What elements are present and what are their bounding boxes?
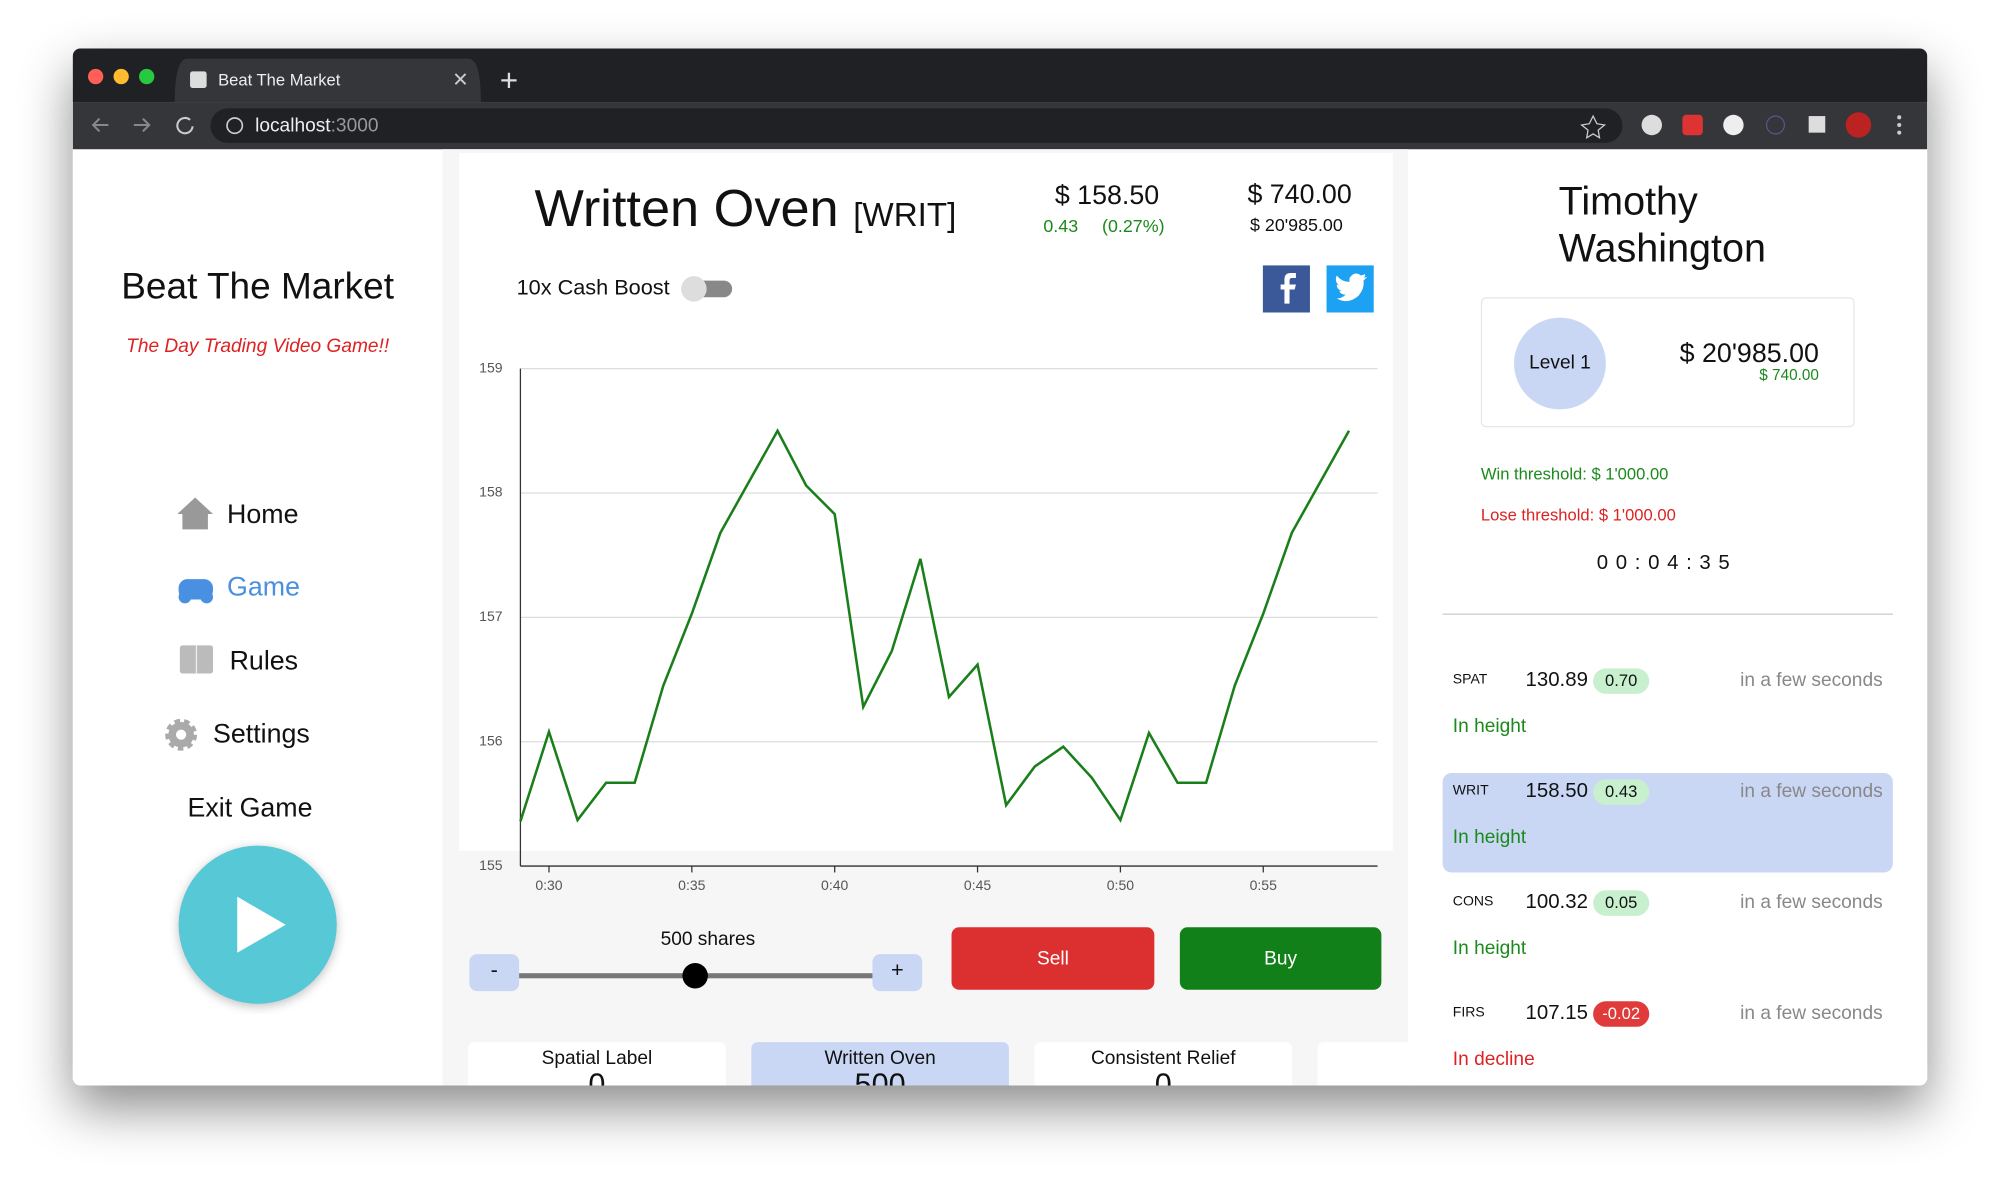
stock-name: Written Oven [WRIT] <box>534 177 956 240</box>
stock-price: $ 158.50 <box>1054 181 1160 211</box>
holding-card[interactable]: Written Oven 500 <box>751 1042 1009 1086</box>
level-badge: Level 1 <box>1514 317 1606 410</box>
ticker-row[interactable]: FIRS 107.15 -0.02 in a few seconds In declin… <box>1443 995 1893 1086</box>
shares-label: 500 shares <box>660 928 756 951</box>
plus-button[interactable]: + <box>890 957 904 983</box>
ticker-change: 0.43 <box>1593 779 1650 805</box>
stock-card <box>459 153 1393 851</box>
app-subtitle: The Day Trading Video Game!! <box>126 335 390 358</box>
ticker-price: 158.50 <box>1525 780 1588 803</box>
x-tick-label: 0:55 <box>1250 877 1277 893</box>
ticker-change: -0.02 <box>1593 1001 1650 1027</box>
holding-card[interactable]: Spatial Label 0 <box>468 1042 726 1086</box>
balance: $ 20'985.00 <box>1249 214 1343 235</box>
exit-game[interactable]: Exit Game <box>187 793 313 823</box>
y-tick-label: 159 <box>479 359 503 375</box>
ticker-price: 107.15 <box>1525 1002 1588 1025</box>
play-button[interactable] <box>168 835 347 1014</box>
profit: $ 740.00 <box>1247 179 1352 210</box>
x-tick-label: 0:30 <box>535 877 562 893</box>
ticker-change: 0.70 <box>1593 668 1650 694</box>
stock-symbol: [WRIT] <box>853 195 957 234</box>
boost-label: 10x Cash Boost <box>516 275 670 300</box>
y-tick-label: 158 <box>479 484 503 500</box>
chrome-icons <box>72 58 1928 150</box>
holding-qty: 0 <box>1154 1067 1172 1086</box>
stock-name-text: Written Oven <box>534 178 839 238</box>
sell-button[interactable]: Sell <box>951 927 1155 990</box>
x-tick-label: 0:45 <box>964 877 991 893</box>
app-title: Beat The Market <box>121 266 395 308</box>
player-name: Timothy Washington <box>1558 178 1767 271</box>
ticker-time: in a few seconds <box>1740 1002 1883 1025</box>
player-balance: $ 20'985.00 <box>1679 339 1819 369</box>
stock-change-pct: (0.27%) <box>1102 215 1165 236</box>
ticker-symbol: CONS <box>1452 894 1494 910</box>
holding-name: Spatial Label <box>541 1047 653 1069</box>
ticker-time: in a few seconds <box>1740 780 1883 803</box>
holding-card[interactable]: Consistent Relief 0 <box>1034 1042 1293 1086</box>
holding-name: Firs <box>1318 1047 1409 1070</box>
y-tick-label: 155 <box>479 857 503 873</box>
ticker-list: SPAT 130.89 0.70 in a few seconds In height W… <box>1442 638 1893 1086</box>
ticker-trend: In height <box>1452 826 1527 849</box>
holding-name: Consistent Relief <box>1090 1047 1236 1069</box>
nav-icons <box>165 497 214 751</box>
share-buttons[interactable] <box>1262 265 1378 313</box>
holding-name: Written Oven <box>824 1047 936 1069</box>
x-tick-label: 0:35 <box>678 877 705 893</box>
player-card <box>1480 297 1855 428</box>
holding-card[interactable]: Firs <box>1317 1042 1409 1086</box>
price-line <box>519 428 1351 823</box>
separator <box>1442 613 1893 615</box>
ticker-row[interactable]: SPAT 130.89 0.70 in a few seconds In height <box>1443 662 1893 761</box>
tab-title[interactable]: Beat The Market <box>218 70 341 90</box>
holding-qty: 500 <box>854 1067 906 1086</box>
ticker-trend: In decline <box>1452 1048 1535 1071</box>
ticker-trend: In height <box>1452 715 1527 738</box>
price-chart: 155 156 157 158 159 0:30 0:35 0:40 0:45 0:50 0:55 <box>479 359 1378 893</box>
address-bar[interactable]: localhost:3000 <box>255 115 378 138</box>
url-host: localhost <box>255 114 331 137</box>
ticker-symbol: FIRS <box>1452 1005 1485 1021</box>
url-port: :3000 <box>330 114 379 137</box>
x-tick-label: 0:40 <box>821 877 848 893</box>
holdings: Spatial Label 0 Written Oven 500 Consistent … <box>443 1042 1409 1086</box>
ticker-time: in a few seconds <box>1740 891 1883 914</box>
nav-rules[interactable]: Rules <box>229 646 299 677</box>
timer: 00:04:35 <box>1596 552 1738 574</box>
nav-home[interactable]: Home <box>227 499 299 530</box>
ticker-price: 100.32 <box>1525 891 1588 914</box>
ticker-row[interactable]: CONS 100.32 0.05 in a few seconds In height <box>1443 884 1893 983</box>
minus-button[interactable]: - <box>490 957 498 983</box>
boost-toggle[interactable] <box>679 274 743 302</box>
stock-change: 0.43 <box>1043 215 1079 236</box>
ticker-row[interactable]: WRIT 158.50 0.43 in a few seconds In height <box>1442 772 1893 873</box>
lose-threshold: Lose threshold: $ 1'000.00 <box>1480 505 1676 525</box>
ticker-price: 130.89 <box>1525 669 1588 692</box>
nav-game[interactable]: Game <box>227 572 300 603</box>
ticker-symbol: WRIT <box>1452 783 1489 799</box>
player-profit: $ 740.00 <box>1759 366 1819 384</box>
x-tick-label: 0:50 <box>1107 877 1134 893</box>
trading-panel: Written Oven [WRIT] $ 158.50 0.43 (0.27%… <box>442 149 1409 1086</box>
ticker-symbol: SPAT <box>1452 672 1488 688</box>
y-tick-label: 157 <box>479 608 503 624</box>
y-tick-label: 156 <box>479 732 503 748</box>
ticker-time: in a few seconds <box>1740 669 1883 692</box>
ticker-change: 0.05 <box>1593 890 1650 916</box>
shares-slider[interactable] <box>468 950 927 995</box>
win-threshold: Win threshold: $ 1'000.00 <box>1480 464 1669 484</box>
buy-button[interactable]: Buy <box>1179 927 1382 990</box>
browser-window: Beat The Market localhost:3000 Beat The … <box>72 48 1928 1086</box>
ticker-trend: In height <box>1452 937 1527 960</box>
holding-qty: 0 <box>588 1067 606 1086</box>
nav-settings[interactable]: Settings <box>213 719 310 749</box>
